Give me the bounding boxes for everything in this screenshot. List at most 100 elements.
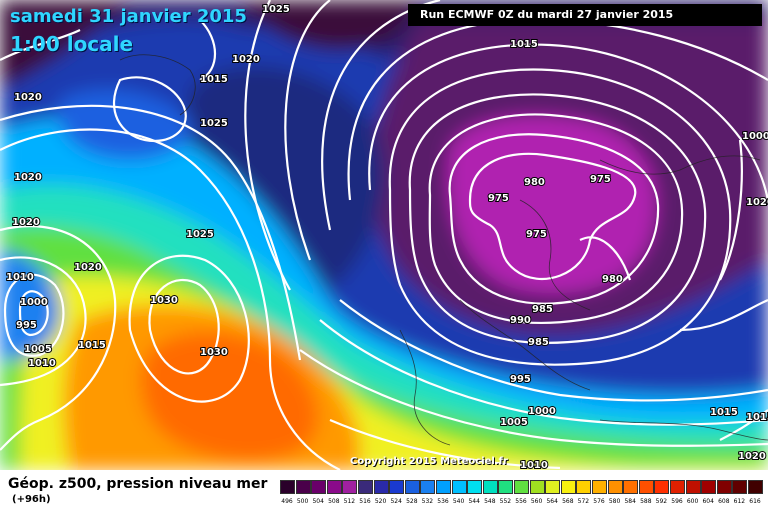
legend-swatch <box>732 480 748 494</box>
copyright: Copyright 2015 Meteociel.fr <box>350 456 508 467</box>
isobar-label: 995 <box>16 320 37 331</box>
isobar-label: 985 <box>528 337 549 348</box>
isobar-line <box>284 0 331 261</box>
coastline <box>459 299 591 391</box>
isobar-line <box>3 273 65 357</box>
geopotential-field <box>0 0 768 470</box>
isobar-line <box>299 349 768 447</box>
isobar-line <box>719 409 768 441</box>
legend-tick-label: 604 <box>702 498 714 505</box>
legend-swatch <box>342 480 358 494</box>
isobar-label: 1020 <box>74 262 102 273</box>
legend-tick-label: 520 <box>374 498 387 505</box>
footer: Géop. z500, pression niveau mer (+96h) 4… <box>0 470 768 512</box>
run-info: Run ECMWF 0Z du mardi 27 janvier 2015 <box>408 4 762 26</box>
coastline <box>519 199 591 311</box>
isobar-line <box>579 236 632 281</box>
legend-tick-label: 536 <box>437 498 449 505</box>
isobar-label: 1025 <box>262 4 290 15</box>
legend-swatch <box>436 480 451 494</box>
field-magenta-low <box>448 116 657 294</box>
isobar-label: 1020 <box>746 197 768 208</box>
legend-tick-label: 524 <box>390 498 402 505</box>
legend-swatch <box>529 480 545 494</box>
isobar-line <box>428 113 684 324</box>
legend-swatch <box>560 480 576 494</box>
legend-tick-label: 564 <box>546 498 558 505</box>
isobar-lines <box>0 0 768 470</box>
legend-tick-label: 528 <box>406 498 418 505</box>
isobar-line <box>319 319 768 426</box>
isobar-line <box>339 299 768 402</box>
isobar-label: 975 <box>590 174 611 185</box>
legend-swatch <box>420 480 436 494</box>
isobar-label: 1005 <box>24 344 52 355</box>
legend-swatch <box>592 480 607 494</box>
legend-swatch <box>295 480 311 494</box>
isobar-line <box>388 68 732 366</box>
isobar-label: 1015 <box>78 340 106 351</box>
isobar-line <box>448 133 660 305</box>
isobar-label: 975 <box>526 229 547 240</box>
footer-subtitle: (+96h) <box>12 494 51 505</box>
isobar-line <box>0 29 81 61</box>
isobar-label: 1030 <box>200 347 228 358</box>
isobar-label: 1000 <box>742 131 768 142</box>
isobar-label: 1020 <box>12 217 40 228</box>
isobar-label: 980 <box>602 274 623 285</box>
isobar-label: 1025 <box>200 118 228 129</box>
isobar-line <box>199 19 216 81</box>
isobar-label: 1005 <box>500 417 528 428</box>
isobar-label: 1025 <box>186 229 214 240</box>
legend-swatch <box>467 480 483 494</box>
legend-swatch <box>498 480 514 494</box>
legend-swatch <box>514 480 529 494</box>
legend-swatch <box>280 480 295 494</box>
isobar-label: 1015 <box>746 412 768 423</box>
legend-tick-label: 556 <box>515 498 527 505</box>
legend-tick-label: 552 <box>499 498 512 505</box>
legend-swatch <box>576 480 592 494</box>
isobar-label: 1010 <box>520 460 548 470</box>
isobar-label: 1010 <box>6 272 34 283</box>
legend-swatch <box>545 480 561 494</box>
legend-swatch <box>358 480 373 494</box>
isobar-line <box>0 256 87 387</box>
isobar-label: 1000 <box>20 297 48 308</box>
field-purple-top-center <box>240 0 420 50</box>
isobar-label: 985 <box>532 304 553 315</box>
isobar-line <box>408 93 707 344</box>
isobar-label: 1020 <box>232 54 260 65</box>
legend-tick-label: 532 <box>421 498 434 505</box>
isobar-line <box>0 104 302 361</box>
legend-swatch <box>482 480 498 494</box>
legend-tick-label: 516 <box>359 498 371 505</box>
legend-swatch <box>373 480 389 494</box>
legend-swatch <box>607 480 623 494</box>
legend-tick-label: 548 <box>484 498 496 505</box>
legend-tick-label: 496 <box>281 498 293 505</box>
legend-tick-label: 608 <box>718 498 730 505</box>
legend-tick-label: 612 <box>733 498 746 505</box>
legend-tick-label: 512 <box>343 498 356 505</box>
isobar-line <box>368 43 768 201</box>
legend-tick-label: 572 <box>577 498 590 505</box>
field-orange-dark <box>141 331 319 461</box>
legend-tick-label: 504 <box>312 498 324 505</box>
isobar-label: 1020 <box>14 172 42 183</box>
isobar-line <box>112 76 187 143</box>
isobar-label: 1020 <box>14 92 42 103</box>
isobar-line <box>244 0 291 291</box>
legend-swatch <box>623 480 639 494</box>
legend-tick-label: 560 <box>530 498 543 505</box>
legend-swatch <box>716 480 732 494</box>
isobar-line <box>719 139 743 281</box>
legend-swatch <box>404 480 420 494</box>
isobar-labels: 1025 1020 1015 1025 1020 1015 1020 1020 1025 1020… <box>5 3 768 470</box>
isobar-label: 980 <box>524 177 545 188</box>
legend-swatch <box>654 480 670 494</box>
legend-tick-label: 540 <box>452 498 465 505</box>
legend-tick-label: 600 <box>686 498 699 505</box>
coastline <box>399 329 451 446</box>
